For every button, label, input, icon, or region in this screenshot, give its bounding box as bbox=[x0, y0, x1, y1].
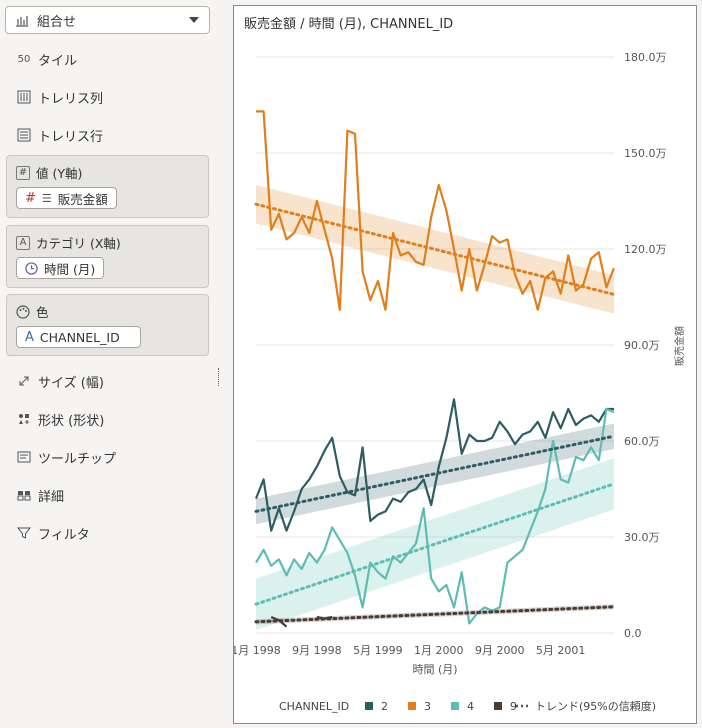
resize-icon bbox=[19, 376, 29, 386]
y-tick-label: 150.0万 bbox=[624, 147, 667, 160]
tooltip-icon bbox=[17, 451, 31, 463]
chart-title: 販売金額 / 時間 (月), CHANNEL_ID bbox=[244, 16, 453, 32]
tooltip-label: ツールチップ bbox=[38, 451, 117, 467]
legend-label-3: 3 bbox=[424, 700, 431, 713]
trend-line-4 bbox=[254, 482, 616, 606]
trend-line-3 bbox=[254, 202, 616, 296]
text-a-icon: A bbox=[16, 235, 30, 250]
x-tick-label: 9月 2000 bbox=[475, 644, 525, 657]
combo-chart-icon bbox=[16, 16, 28, 27]
series-line-3 bbox=[256, 110, 616, 311]
x-tick-label: 5月 1999 bbox=[353, 644, 403, 657]
trellis-row-icon bbox=[17, 128, 31, 142]
x-tick-label: 1月 1998 bbox=[234, 644, 281, 657]
values-box-header: # 値 (Y軸) bbox=[16, 163, 82, 182]
legend-swatch-3 bbox=[408, 702, 416, 710]
trend-line-2 bbox=[254, 434, 616, 513]
number-icon: # bbox=[25, 190, 36, 206]
legend-trend-label: トレンド(95%の信頼度) bbox=[535, 699, 656, 713]
chevron-down-icon[interactable] bbox=[189, 17, 199, 23]
trellis-column-label: トレリス列 bbox=[38, 91, 104, 107]
y-tick-label: 60.0万 bbox=[624, 435, 660, 448]
channel-pill[interactable]: A CHANNEL_ID bbox=[16, 326, 141, 348]
category-box-header: A カテゴリ (X軸) bbox=[16, 233, 121, 252]
detail-grid-icon bbox=[17, 491, 31, 501]
x-tick-label: 5月 2001 bbox=[536, 644, 586, 657]
trellis-row-row[interactable]: トレリス行 bbox=[16, 123, 103, 147]
series-line-2 bbox=[254, 398, 614, 532]
y-tick-label: 30.0万 bbox=[624, 531, 660, 544]
filter-row[interactable]: フィルタ bbox=[16, 521, 90, 545]
shapes-icon bbox=[19, 414, 29, 424]
measure-pill[interactable]: # ☰ 販売金額 bbox=[16, 187, 117, 209]
color-box-title: 色 bbox=[36, 305, 49, 320]
values-y-axis-box[interactable]: # 値 (Y軸) # ☰ 販売金額 bbox=[6, 155, 209, 218]
color-box[interactable]: 色 A CHANNEL_ID bbox=[6, 294, 209, 356]
detail-row[interactable]: 詳細 bbox=[16, 483, 64, 507]
y-tick-label: 180.0万 bbox=[624, 51, 667, 64]
chart-type-dropdown[interactable]: 組合せ bbox=[5, 6, 210, 34]
chart-type-label: 組合せ bbox=[37, 14, 77, 30]
category-box-title: カテゴリ (X軸) bbox=[36, 236, 121, 251]
size-label: サイズ (幅) bbox=[38, 375, 104, 391]
detail-label: 詳細 bbox=[38, 489, 65, 505]
color-box-header: 色 bbox=[16, 302, 49, 321]
measure-pill-label: 販売金額 bbox=[57, 191, 108, 207]
trellis-column-icon bbox=[17, 90, 31, 104]
tooltip-row[interactable]: ツールチップ bbox=[16, 445, 116, 469]
trellis-column-row[interactable]: トレリス列 bbox=[16, 85, 103, 109]
panel-resize-handle[interactable] bbox=[218, 368, 221, 386]
bar-list-icon: ☰ bbox=[41, 191, 52, 205]
y-axis-title: 販売金額 bbox=[673, 326, 686, 366]
y-tick-label: 90.0万 bbox=[624, 339, 660, 352]
legend-label-9: 9 bbox=[510, 700, 517, 713]
legend-title: CHANNEL_ID bbox=[279, 700, 349, 713]
category-x-axis-box[interactable]: A カテゴリ (X軸) 時間 (月) bbox=[6, 225, 209, 288]
x-tick-label: 1月 2000 bbox=[414, 644, 464, 657]
trellis-row-label: トレリス行 bbox=[38, 129, 104, 145]
x-axis-title: 時間 (月) bbox=[412, 663, 457, 676]
tile-icon: 50 bbox=[17, 53, 31, 65]
attribute-a-icon: A bbox=[25, 329, 34, 345]
time-pill-label: 時間 (月) bbox=[44, 261, 96, 277]
shape-label: 形状 (形状) bbox=[38, 413, 105, 429]
legend-label-2: 2 bbox=[381, 700, 388, 713]
channel-pill-label: CHANNEL_ID bbox=[39, 329, 120, 345]
line-chart: 販売金額 / 時間 (月), CHANNEL_ID 0.0 30.0万 60.0万 90… bbox=[234, 16, 686, 713]
trend-line-9 bbox=[254, 605, 616, 624]
x-tick-label: 9月 1998 bbox=[292, 644, 342, 657]
filter-label: フィルタ bbox=[38, 527, 90, 543]
legend-swatch-4 bbox=[451, 702, 459, 710]
properties-panel: 組合せ 50 タイル トレリス列 トレリス行 # 値 (Y軸) # ☰ 販売金額… bbox=[0, 0, 220, 728]
legend-label-4: 4 bbox=[467, 700, 474, 713]
legend-swatch-2 bbox=[365, 702, 373, 710]
series-line-4 bbox=[255, 407, 615, 625]
chart-canvas[interactable]: 販売金額 / 時間 (月), CHANNEL_ID 0.0 30.0万 60.0万 90… bbox=[233, 5, 697, 724]
tile-label: タイル bbox=[38, 53, 78, 69]
size-row[interactable]: サイズ (幅) bbox=[16, 369, 104, 393]
legend-swatch-9 bbox=[494, 702, 502, 710]
palette-icon bbox=[16, 304, 30, 319]
tile-row[interactable]: 50 タイル bbox=[16, 47, 77, 71]
clock-icon bbox=[25, 261, 38, 275]
hash-icon: # bbox=[16, 165, 30, 180]
time-pill[interactable]: 時間 (月) bbox=[16, 257, 105, 279]
y-tick-label: 0.0 bbox=[624, 627, 642, 640]
values-box-title: 値 (Y軸) bbox=[36, 166, 83, 181]
y-tick-label: 120.0万 bbox=[624, 243, 667, 256]
filter-funnel-icon bbox=[16, 527, 32, 539]
shape-row[interactable]: 形状 (形状) bbox=[16, 407, 104, 431]
